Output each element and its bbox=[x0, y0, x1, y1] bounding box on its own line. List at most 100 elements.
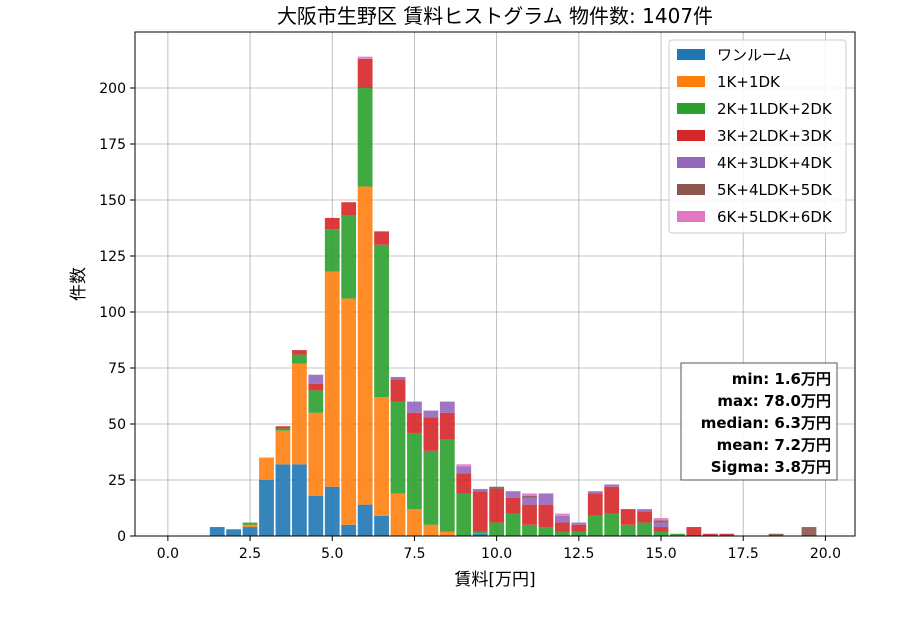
bar-segment-2-bin-13 bbox=[407, 509, 422, 536]
x-tick-label: 15.0 bbox=[645, 546, 676, 562]
bar-segment-4-bin-21 bbox=[538, 504, 554, 528]
bar-segment-2-bin-10 bbox=[357, 186, 373, 505]
bar-segment-3-bin-7 bbox=[308, 390, 324, 413]
bar-segment-5-bin-15 bbox=[439, 401, 455, 413]
x-axis-ticks: 0.0 2.5 5.0 7.5 10.0 12.5 15.0 17.5 20.0 bbox=[157, 536, 841, 562]
bar-segment-5-bin-20 bbox=[522, 497, 537, 505]
bar-segment-1-bin-17 bbox=[472, 533, 488, 536]
bar-segment-1-bin-7 bbox=[308, 495, 324, 536]
bar-segment-3-bin-24 bbox=[587, 515, 603, 536]
chart-title: 大阪市生野区 賃料ヒストグラム 物件数: 1407件 bbox=[277, 4, 713, 28]
bar-segment-3-bin-6 bbox=[291, 354, 307, 364]
legend-label-3: 2K+1LDK+2DK bbox=[717, 100, 833, 118]
bar-segment-3-bin-27 bbox=[637, 522, 652, 536]
bar-segment-2-bin-11 bbox=[374, 397, 389, 516]
plot-frame bbox=[134, 31, 856, 537]
bar-segment-5-bin-16 bbox=[456, 466, 472, 474]
bar-segment-4-bin-11 bbox=[374, 231, 389, 245]
bar-segment-4-bin-10 bbox=[357, 58, 373, 88]
x-tick-label: 0.0 bbox=[157, 546, 179, 562]
bar-segment-7-bin-16 bbox=[456, 464, 472, 467]
bar-segment-3-bin-28 bbox=[653, 531, 669, 536]
legend-label-4: 3K+2LDK+3DK bbox=[717, 127, 833, 145]
y-tick-label: 25 bbox=[108, 473, 126, 489]
legend-label-2: 1K+1DK bbox=[717, 73, 781, 91]
bar-segment-6-bin-18 bbox=[489, 486, 505, 489]
bar-segment-3-bin-14 bbox=[423, 450, 439, 525]
bar-segment-5-bin-24 bbox=[587, 491, 603, 494]
bar-segment-4-bin-20 bbox=[522, 504, 537, 525]
bar-segment-4-bin-7 bbox=[308, 383, 324, 391]
bar-segment-3-bin-19 bbox=[505, 513, 521, 536]
legend-swatch-7 bbox=[677, 211, 705, 222]
bar-segment-4-bin-24 bbox=[587, 493, 603, 516]
legend-swatch-2 bbox=[677, 76, 705, 87]
bar-segment-2-bin-14 bbox=[423, 524, 439, 536]
bar-segment-4-bin-6 bbox=[291, 350, 307, 355]
bar-segment-3-bin-22 bbox=[555, 531, 570, 536]
bar-segment-4-bin-18 bbox=[489, 488, 505, 523]
y-tick-label: 100 bbox=[99, 305, 126, 321]
bar-segment-6-bin-20 bbox=[522, 495, 537, 498]
legend-swatch-1 bbox=[677, 49, 705, 60]
y-tick-label: 75 bbox=[108, 361, 126, 377]
bar-segment-1-bin-8 bbox=[324, 486, 340, 536]
bar-segment-4-bin-31 bbox=[702, 533, 718, 536]
x-axis-label: 賃料[万円] bbox=[454, 570, 535, 590]
stats-line-3: median: 6.3万円 bbox=[701, 414, 831, 432]
x-tick-label: 2.5 bbox=[239, 546, 261, 562]
bar-segment-3-bin-11 bbox=[374, 244, 389, 398]
stats-line-4: mean: 7.2万円 bbox=[717, 436, 831, 454]
bar-segment-7-bin-28 bbox=[653, 518, 669, 521]
legend-label-5: 4K+3LDK+4DK bbox=[717, 154, 833, 172]
bar-segment-3-bin-13 bbox=[407, 432, 422, 510]
bar-segment-5-bin-17 bbox=[472, 488, 488, 492]
bar-segment-5-bin-25 bbox=[604, 484, 620, 487]
legend-label-7: 6K+5LDK+6DK bbox=[717, 208, 833, 226]
bar-segment-2-bin-4 bbox=[259, 457, 274, 480]
bar-segment-4-bin-23 bbox=[571, 524, 587, 532]
bar-segment-4-bin-14 bbox=[423, 417, 439, 451]
bar-segment-7-bin-22 bbox=[555, 513, 570, 516]
bar-segment-2-bin-12 bbox=[390, 493, 406, 536]
bar-segment-2-bin-15 bbox=[439, 531, 455, 536]
bar-segment-1-bin-6 bbox=[291, 464, 307, 536]
bar-segment-3-bin-18 bbox=[489, 522, 505, 536]
bar-segment-4-bin-9 bbox=[341, 202, 357, 216]
bar-segment-1-bin-10 bbox=[357, 504, 373, 536]
bar-segment-4-bin-16 bbox=[456, 473, 472, 494]
bar-segment-7-bin-10 bbox=[357, 56, 373, 59]
bar-segment-7-bin-20 bbox=[522, 493, 537, 496]
x-tick-label: 17.5 bbox=[728, 546, 759, 562]
bar-segment-5-bin-12 bbox=[390, 376, 406, 380]
x-tick-label: 10.0 bbox=[481, 546, 512, 562]
stats-line-2: max: 78.0万円 bbox=[717, 392, 831, 410]
bar-segment-3-bin-10 bbox=[357, 88, 373, 187]
bar-segment-4-bin-27 bbox=[637, 511, 652, 523]
bar-segment-1-bin-11 bbox=[374, 515, 389, 536]
bar-segment-5-bin-28 bbox=[653, 522, 669, 528]
bar-segment-5-bin-7 bbox=[308, 374, 324, 384]
bar-segment-3-bin-29 bbox=[670, 533, 685, 536]
legend-label-1: ワンルーム bbox=[717, 46, 792, 64]
legend-label-6: 5K+4LDK+5DK bbox=[717, 181, 833, 199]
legend: ワンルーム 1K+1DK 2K+1LDK+2DK 3K+2LDK+3DK 4K+3LDK… bbox=[668, 39, 847, 234]
bar-segment-5-bin-22 bbox=[555, 515, 570, 523]
bar-segment-4-bin-13 bbox=[407, 412, 422, 433]
bar-segment-3-bin-9 bbox=[341, 215, 357, 299]
bar-segment-3-bin-16 bbox=[456, 493, 472, 536]
bar-segment-1-bin-5 bbox=[275, 464, 291, 536]
bar-segment-1-bin-9 bbox=[341, 524, 357, 536]
bar-segment-4-bin-32 bbox=[719, 533, 735, 536]
bar-segment-3-bin-5 bbox=[275, 428, 291, 431]
bar-segment-1-bin-4 bbox=[259, 480, 274, 536]
x-tick-label: 7.5 bbox=[403, 546, 425, 562]
bar-segment-6-bin-35 bbox=[768, 533, 784, 536]
bar-segment-6-bin-28 bbox=[653, 520, 669, 523]
bar-segment-5-bin-27 bbox=[637, 509, 652, 512]
bar-segment-5-bin-21 bbox=[538, 493, 554, 505]
x-tick-label: 20.0 bbox=[810, 546, 841, 562]
bar-segment-2-bin-9 bbox=[341, 298, 357, 525]
y-tick-label: 0 bbox=[117, 529, 126, 545]
